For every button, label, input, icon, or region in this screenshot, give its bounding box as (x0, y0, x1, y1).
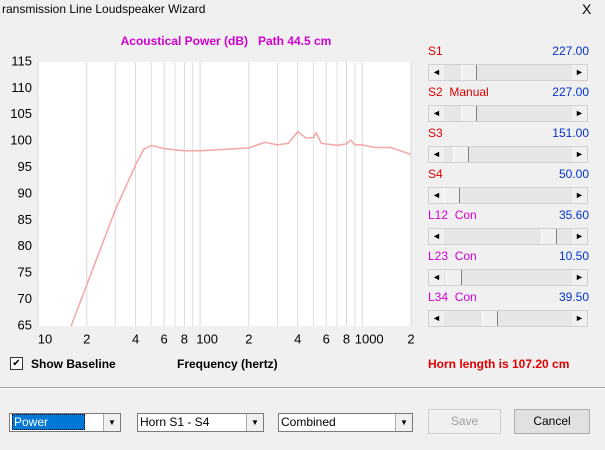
separator (0, 387, 605, 389)
slider-thumb[interactable] (482, 311, 498, 326)
arrow-right[interactable]: ► (572, 106, 587, 121)
slider-label: L23 Con (428, 249, 477, 263)
slider-value: 151.00 (552, 126, 589, 140)
window-title: ransmission Line Loudspeaker Wizard (2, 2, 206, 16)
slider-value: 10.50 (558, 249, 589, 263)
slider-value: 39.50 (558, 290, 589, 304)
arrow-left[interactable]: ◄ (429, 147, 444, 162)
dropdown[interactable]: Power ▼ (9, 413, 121, 432)
dropdown-text: Combined (281, 415, 336, 429)
slider-label: S3 (428, 126, 443, 140)
dropdown[interactable]: Horn S1 - S4 ▼ (137, 413, 264, 432)
chart-title: Acoustical Power (dB) Path 44.5 cm (121, 34, 332, 48)
slider-thumb[interactable] (453, 147, 469, 162)
y-tick-label: 105 (10, 106, 32, 121)
arrow-left[interactable]: ◄ (429, 188, 444, 203)
slider-label: S1 (428, 44, 443, 58)
arrow-left[interactable]: ◄ (429, 229, 444, 244)
y-tick-label: 100 (10, 133, 32, 148)
slider-thumb[interactable] (461, 65, 477, 80)
checkbox-label[interactable]: Show Baseline (31, 357, 116, 371)
x-tick-label: 10 (38, 331, 52, 346)
dropdown-text: Power (12, 414, 86, 430)
x-tick-label: 8 (343, 331, 350, 346)
arrow-right[interactable]: ► (572, 147, 587, 162)
chart: Acoustical Power (dB) Path 44.5 cm 10 2 4 6… (10, 34, 414, 346)
arrow-left[interactable]: ◄ (429, 106, 444, 121)
y-tick-label: 95 (18, 159, 32, 174)
y-tick-label: 85 (18, 212, 32, 227)
slider-track[interactable]: ◄ ► (428, 228, 588, 245)
dropdown-arrow: ▼ (395, 414, 412, 431)
slider-thumb[interactable] (446, 270, 462, 285)
arrow-right[interactable]: ► (572, 311, 587, 326)
x-tick-label: 4 (294, 331, 301, 346)
slider-value: 50.00 (558, 167, 589, 181)
x-tick-label: 6 (323, 331, 330, 346)
x-tick-label: 100 (196, 331, 218, 346)
slider-track[interactable]: ◄ ► (428, 310, 588, 327)
checkbox[interactable]: ✔ (10, 357, 23, 370)
slider-track[interactable]: ◄ ► (428, 64, 588, 81)
slider-label: L12 Con (428, 208, 477, 222)
y-tick-label: 110 (11, 80, 32, 95)
slider-label: S2 Manual (428, 85, 489, 99)
slider-value: 227.00 (552, 44, 589, 58)
arrow-right[interactable]: ► (572, 270, 587, 285)
slider-value: 227.00 (552, 85, 589, 99)
dropdown-arrow: ▼ (103, 414, 120, 431)
cancel-button[interactable]: Cancel (514, 409, 590, 434)
slider-thumb[interactable] (541, 229, 557, 244)
y-tick-label: 70 (18, 291, 32, 306)
y-tick-label: 80 (18, 238, 32, 253)
x-tick-label: 2 (245, 331, 252, 346)
x-tick-label: 2 (407, 331, 414, 346)
close-button[interactable]: X (582, 1, 592, 17)
slider-label: S4 (428, 167, 443, 181)
slider-track[interactable]: ◄ ► (428, 187, 588, 204)
dropdown-arrow: ▼ (246, 414, 263, 431)
arrow-left[interactable]: ◄ (429, 311, 444, 326)
dropdown[interactable]: Combined ▼ (278, 413, 413, 432)
arrow-left[interactable]: ◄ (429, 65, 444, 80)
slider-track[interactable]: ◄ ► (428, 146, 588, 163)
slider-thumb[interactable] (444, 188, 460, 203)
slider-track[interactable]: ◄ ► (428, 105, 588, 122)
x-tick-label: 4 (132, 331, 139, 346)
x-tick-label: 6 (161, 331, 168, 346)
line-series (70, 130, 412, 327)
y-tick-label: 65 (18, 317, 32, 332)
slider-label: L34 Con (428, 290, 477, 304)
plot-area (38, 62, 411, 326)
arrow-right[interactable]: ► (572, 188, 587, 203)
x-axis-label: Frequency (hertz) (177, 357, 278, 371)
y-tick-label: 90 (18, 185, 32, 200)
slider-value: 35.60 (558, 208, 589, 222)
dropdown-text: Horn S1 - S4 (140, 415, 210, 429)
x-tick-label: 2 (83, 331, 90, 346)
y-tick-label: 115 (11, 53, 32, 68)
arrow-right[interactable]: ► (572, 65, 587, 80)
arrow-left[interactable]: ◄ (429, 270, 444, 285)
horn-length: Horn length is 107.20 cm (428, 357, 570, 371)
arrow-right[interactable]: ► (572, 229, 587, 244)
x-tick-label: 8 (181, 331, 188, 346)
y-tick-label: 75 (18, 265, 32, 280)
save-button[interactable]: Save (428, 409, 501, 434)
slider-track[interactable]: ◄ ► (428, 269, 588, 286)
slider-thumb[interactable] (461, 106, 477, 121)
x-tick-label: 1000 (355, 331, 384, 346)
